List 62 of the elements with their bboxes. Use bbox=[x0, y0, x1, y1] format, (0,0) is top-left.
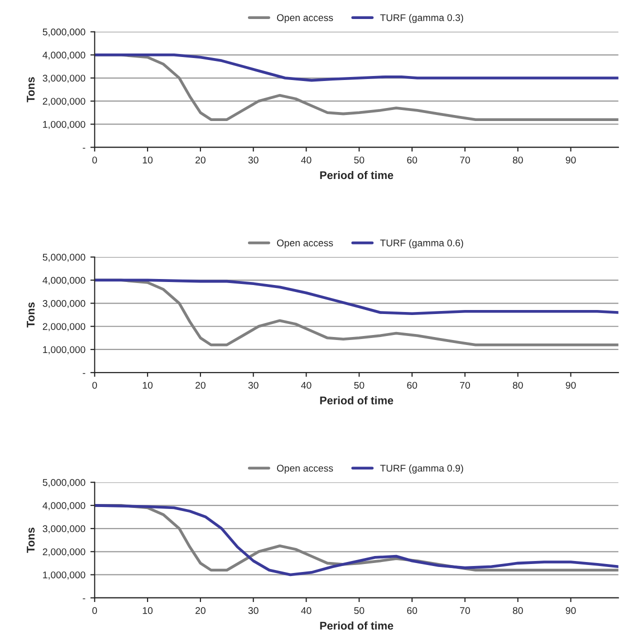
x-tick-label: 80 bbox=[512, 607, 523, 614]
x-axis-title: Period of time bbox=[320, 170, 394, 180]
y-tick-label: 4,000,000 bbox=[42, 52, 86, 60]
y-tick-label: 4,000,000 bbox=[42, 276, 86, 285]
x-tick-label: 0 bbox=[92, 607, 97, 614]
y-tick-label: 2,000,000 bbox=[42, 98, 86, 106]
line-series bbox=[94, 54, 618, 82]
x-tick-label: 20 bbox=[196, 382, 206, 389]
legend-label: Open access bbox=[277, 240, 333, 248]
legend-label: Open access bbox=[277, 14, 333, 24]
y-tick-label: 1,000,000 bbox=[43, 346, 86, 354]
x-tick-label: 40 bbox=[301, 156, 312, 164]
y-tick-label: 2,000,000 bbox=[42, 548, 86, 556]
y-tick-label: 1,000,000 bbox=[43, 571, 86, 580]
x-tick-label: 70 bbox=[460, 607, 470, 614]
y-tick-label: 1,000,000 bbox=[43, 120, 86, 129]
x-tick-label: 60 bbox=[407, 382, 418, 389]
x-tick-label: 80 bbox=[512, 156, 523, 164]
x-tick-label: 60 bbox=[407, 607, 418, 614]
x-tick-label: 90 bbox=[566, 156, 576, 164]
x-tick-label: 10 bbox=[142, 382, 153, 389]
x-tick-label: 10 bbox=[142, 607, 153, 614]
x-tick-label: 50 bbox=[354, 382, 364, 389]
y-tick-label: - bbox=[82, 598, 86, 600]
y-tick-label: 5,000,000 bbox=[42, 254, 86, 262]
x-tick-label: 90 bbox=[566, 382, 576, 389]
x-tick-label: 70 bbox=[460, 382, 470, 389]
x-tick-label: 30 bbox=[248, 156, 258, 164]
x-tick-label: 50 bbox=[354, 156, 364, 164]
line-series bbox=[94, 278, 618, 316]
y-tick-label: - bbox=[82, 148, 86, 149]
y-tick-label: 3,000,000 bbox=[42, 74, 86, 83]
x-tick-label: 30 bbox=[248, 607, 258, 614]
y-tick-label: - bbox=[82, 373, 86, 374]
x-axis-title: Period of time bbox=[320, 621, 394, 630]
x-tick-label: 10 bbox=[142, 156, 153, 164]
x-tick-label: 70 bbox=[460, 156, 470, 164]
legend-label: Open access bbox=[277, 464, 333, 474]
y-tick-label: 2,000,000 bbox=[42, 323, 86, 332]
legend-label: TURF (gamma 0.9) bbox=[380, 464, 464, 474]
x-tick-label: 60 bbox=[407, 156, 418, 164]
x-tick-label: 40 bbox=[301, 382, 312, 389]
x-tick-label: 0 bbox=[92, 382, 97, 389]
y-tick-label: 4,000,000 bbox=[42, 502, 86, 510]
y-tick-label: 5,000,000 bbox=[42, 479, 86, 488]
x-tick-label: 20 bbox=[196, 156, 206, 164]
y-axis-title: Tons bbox=[26, 302, 35, 328]
legend-label: TURF (gamma 0.3) bbox=[380, 14, 464, 24]
y-tick-label: 3,000,000 bbox=[42, 300, 86, 308]
y-axis-title: Tons bbox=[26, 528, 35, 553]
x-axis-title: Period of time bbox=[320, 396, 394, 404]
x-tick-label: 0 bbox=[92, 156, 97, 164]
y-tick-label: 5,000,000 bbox=[42, 28, 86, 37]
x-tick-label: 20 bbox=[196, 607, 206, 614]
x-tick-label: 40 bbox=[301, 607, 312, 614]
x-tick-label: 50 bbox=[354, 607, 364, 614]
x-tick-label: 80 bbox=[512, 382, 523, 389]
legend-label: TURF (gamma 0.6) bbox=[380, 239, 464, 248]
y-tick-label: 3,000,000 bbox=[42, 525, 86, 534]
x-tick-label: 30 bbox=[248, 382, 258, 389]
x-tick-label: 90 bbox=[566, 607, 576, 614]
y-axis-title: Tons bbox=[26, 77, 35, 102]
